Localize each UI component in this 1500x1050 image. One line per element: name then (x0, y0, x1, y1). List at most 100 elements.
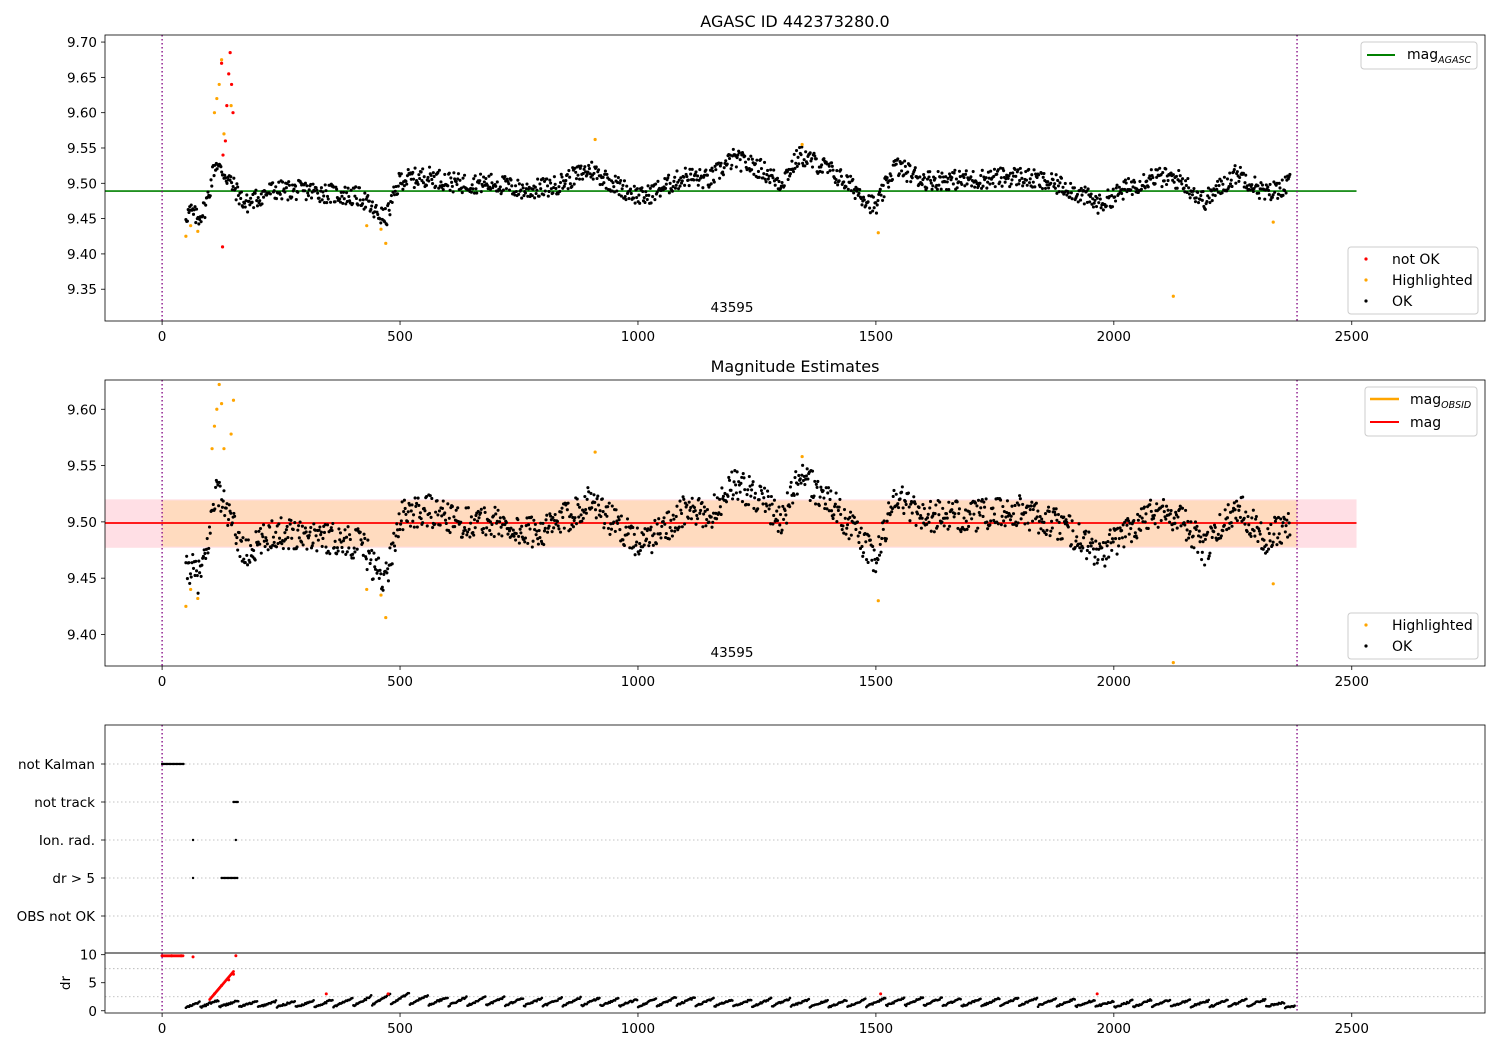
ok-point (945, 516, 949, 520)
ok-point (663, 177, 667, 181)
ok-point (874, 201, 878, 205)
ok-point (533, 185, 537, 189)
dr-ok-point (502, 995, 506, 998)
ok-point (1114, 186, 1118, 190)
ok-point (364, 557, 368, 561)
ok-point (1206, 557, 1210, 561)
ok-point (286, 535, 290, 540)
ok-point (1245, 530, 1249, 534)
ok-point (341, 539, 346, 543)
ok-point (619, 178, 623, 183)
ok-point (342, 197, 346, 201)
ok-point (1010, 504, 1014, 508)
ok-point (796, 482, 800, 486)
ok-point (239, 539, 244, 543)
ok-point (1024, 511, 1028, 515)
ok-point (785, 170, 789, 174)
ok-point (507, 182, 511, 186)
ok-point (697, 496, 701, 501)
dr-ok-point (1168, 998, 1172, 1002)
ok-point (363, 191, 367, 195)
ok-point (602, 526, 606, 530)
ok-point (841, 524, 845, 528)
ok-point (218, 484, 222, 488)
ok-point (328, 552, 332, 556)
ok-point (456, 177, 460, 181)
ok-point (1089, 544, 1093, 548)
x-tick-label: 500 (387, 1021, 413, 1037)
ok-point (1252, 529, 1256, 533)
ok-point (711, 511, 716, 515)
ok-point (242, 557, 246, 561)
y-tick-label: 0 (88, 1004, 97, 1020)
ok-point (890, 510, 894, 514)
ok-point (229, 175, 233, 179)
ok-point (241, 536, 245, 540)
ok-point (574, 522, 579, 526)
ok-point (842, 507, 847, 512)
ok-point (1279, 517, 1283, 521)
ok-point (454, 180, 458, 184)
ok-point (338, 197, 342, 201)
ok-point (262, 523, 266, 527)
ok-point (734, 483, 738, 487)
ok-point (396, 192, 400, 196)
ok-point (765, 173, 769, 177)
ok-point (319, 533, 323, 537)
ok-point (632, 184, 636, 188)
ok-point (1111, 540, 1115, 544)
ok-point (412, 525, 416, 529)
ok-point (259, 551, 263, 555)
ok-point (835, 169, 839, 173)
ok-point (637, 552, 641, 556)
ok-point (408, 503, 412, 507)
dr-ok-point (465, 995, 468, 998)
ok-point (635, 540, 639, 544)
ok-point (827, 509, 831, 513)
ok-point (194, 559, 198, 563)
ok-point (770, 502, 774, 506)
ok-point (491, 514, 496, 518)
ok-point (970, 184, 974, 188)
y-tick-label: 9.40 (67, 247, 97, 263)
ok-point (827, 164, 831, 168)
dr-ok-point (255, 999, 259, 1003)
ok-point (191, 566, 196, 570)
agasc-magnitude-panel: AGASC ID 442373280.0 0 500 1000 1500 2000 250… (67, 12, 1486, 345)
ok-point (654, 542, 658, 546)
ok-point (1187, 192, 1191, 196)
ok-point (341, 201, 345, 205)
ok-point (1095, 196, 1099, 200)
ok-point (793, 166, 797, 170)
ok-point (739, 481, 743, 485)
ok-point (1063, 181, 1067, 185)
ok-point (553, 512, 557, 517)
ok-point (293, 184, 298, 188)
ok-point (1251, 189, 1255, 193)
ok-point (1241, 171, 1246, 175)
ok-point (479, 511, 483, 515)
ok-point (881, 198, 885, 202)
ok-point (854, 527, 858, 532)
ok-point (866, 200, 870, 204)
ok-point (710, 525, 714, 529)
ok-point (557, 185, 561, 189)
ok-point (1135, 536, 1139, 540)
ok-point (1172, 180, 1176, 184)
ok-point (479, 507, 483, 511)
ok-point (780, 528, 784, 532)
ok-point (818, 495, 822, 499)
dr-ok-point (1130, 998, 1134, 1002)
ok-point (295, 545, 299, 549)
ok-point (729, 488, 733, 492)
ok-point (307, 188, 311, 192)
ok-point (992, 174, 996, 179)
ok-point (1123, 535, 1127, 539)
y-tick-label: 10 (80, 948, 97, 964)
ok-point (678, 499, 682, 503)
ok-point (326, 549, 330, 553)
ok-point (401, 528, 405, 532)
ok-point (597, 168, 601, 172)
ok-point (603, 521, 607, 526)
ok-point (1041, 175, 1045, 179)
